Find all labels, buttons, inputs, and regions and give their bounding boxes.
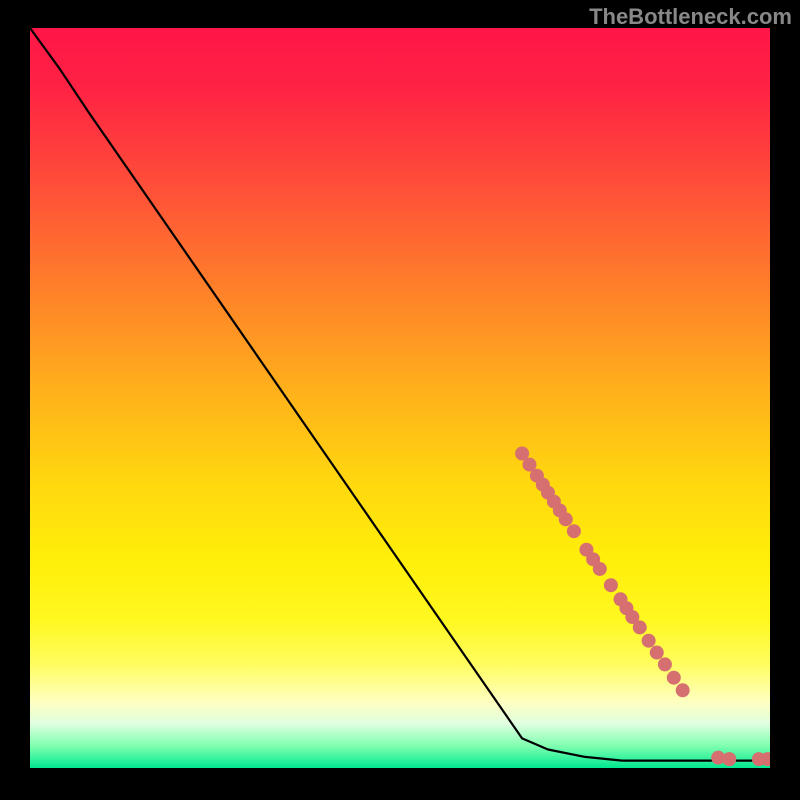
data-marker: [559, 512, 573, 526]
data-marker: [650, 646, 664, 660]
chart-container: TheBottleneck.com: [0, 0, 800, 800]
data-marker: [567, 524, 581, 538]
data-marker: [667, 671, 681, 685]
data-marker: [658, 657, 672, 671]
plot-area: [30, 28, 770, 768]
data-marker: [604, 578, 618, 592]
data-marker: [593, 562, 607, 576]
data-marker: [633, 620, 647, 634]
data-marker: [642, 634, 656, 648]
chart-svg: [30, 28, 770, 768]
data-marker: [722, 752, 736, 766]
watermark-text: TheBottleneck.com: [589, 4, 792, 30]
data-marker: [676, 683, 690, 697]
